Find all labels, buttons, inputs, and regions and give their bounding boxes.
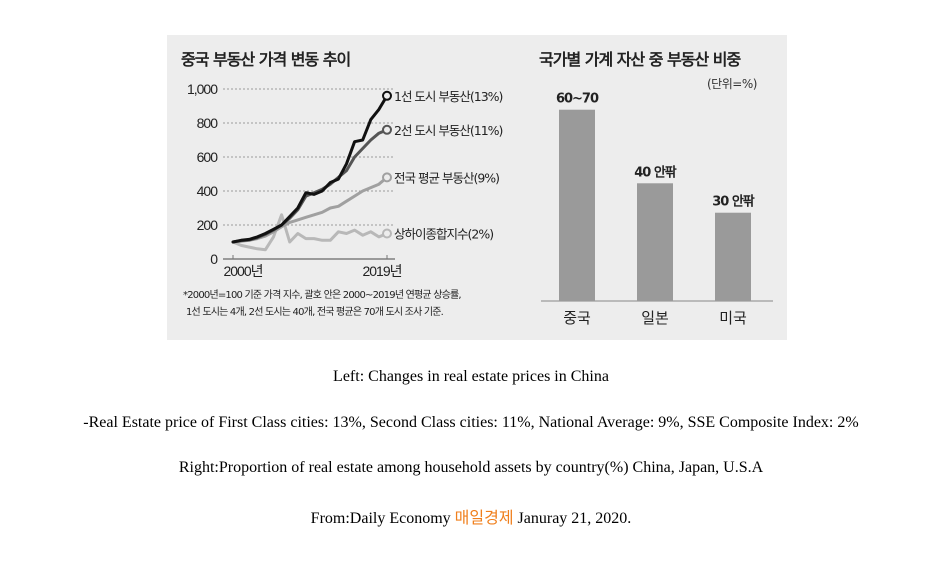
y-tick-label: 0 xyxy=(210,251,218,267)
infographic-panel: 중국 부동산 가격 변동 추이 국가별 가계 자산 중 부동산 비중 (단위=%… xyxy=(167,35,787,340)
caption-left-description: Left: Changes in real estate prices in C… xyxy=(333,368,609,385)
series-label: 상하이종합지수(2%) xyxy=(394,227,493,242)
x-tick-label: 2019년 xyxy=(362,263,401,279)
x-tick-label: 2000년 xyxy=(223,263,262,279)
right-chart-title: 국가별 가계 자산 중 부동산 비중 xyxy=(539,50,741,69)
y-tick-label: 200 xyxy=(197,217,219,233)
footnote-line-2: 1선 도시는 4개, 2선 도시는 40개, 전국 평균은 70개 도시 조사 … xyxy=(186,307,444,318)
series-line xyxy=(231,175,389,244)
y-tick-label: 400 xyxy=(197,183,219,199)
series-line xyxy=(231,213,389,252)
bar xyxy=(715,212,751,301)
source-prefix: From:Daily Economy xyxy=(310,510,451,527)
right-chart-unit: (단위=%) xyxy=(707,77,757,91)
bar-value-label: 40 안팎 xyxy=(634,164,677,180)
caption-right-description: Right:Proportion of real estate among ho… xyxy=(178,459,764,476)
y-tick-label: 800 xyxy=(197,115,219,131)
series-label: 전국 평균 부동산(9%) xyxy=(394,170,499,185)
series-label: 1선 도시 부동산(13%) xyxy=(394,89,503,104)
source-korean-name: 매일경제 xyxy=(454,508,514,527)
line-chart: 0 200 400 600 800 1,000 2000년 2019년 1선 도시 부동산(13… xyxy=(187,81,773,327)
y-tick-label: 1,000 xyxy=(187,81,218,97)
series-label: 2선 도시 부동산(11%) xyxy=(394,123,503,138)
caption-series-rates: -Real Estate price of First Class cities… xyxy=(83,414,859,431)
bar-value-label: 30 안팎 xyxy=(712,194,755,210)
series-line xyxy=(231,94,389,244)
bar-category-label: 일본 xyxy=(641,309,669,327)
series-end-marker xyxy=(382,90,392,101)
footnote-line-1: *2000년=100 기준 가격 지수, 괄호 안은 2000~2019년 연평… xyxy=(183,290,462,301)
bar-category-label: 중국 xyxy=(563,309,591,327)
bar xyxy=(637,183,673,301)
bar xyxy=(559,109,595,301)
left-chart-title: 중국 부동산 가격 변동 추이 xyxy=(181,50,351,69)
y-tick-label: 600 xyxy=(197,149,219,165)
series-end-marker xyxy=(382,172,392,183)
footnote: *2000년=100 기준 가격 지수, 괄호 안은 2000~2019년 연평… xyxy=(183,287,462,321)
bar-value-label: 60~70 xyxy=(556,92,599,107)
series-end-marker xyxy=(382,124,392,135)
series-end-marker xyxy=(382,228,392,239)
source-date: Januray 21, 2020. xyxy=(517,510,632,527)
caption-source: From:Daily Economy 매일경제 Januray 21, 2020… xyxy=(0,504,942,528)
bar-category-label: 미국 xyxy=(719,309,747,327)
